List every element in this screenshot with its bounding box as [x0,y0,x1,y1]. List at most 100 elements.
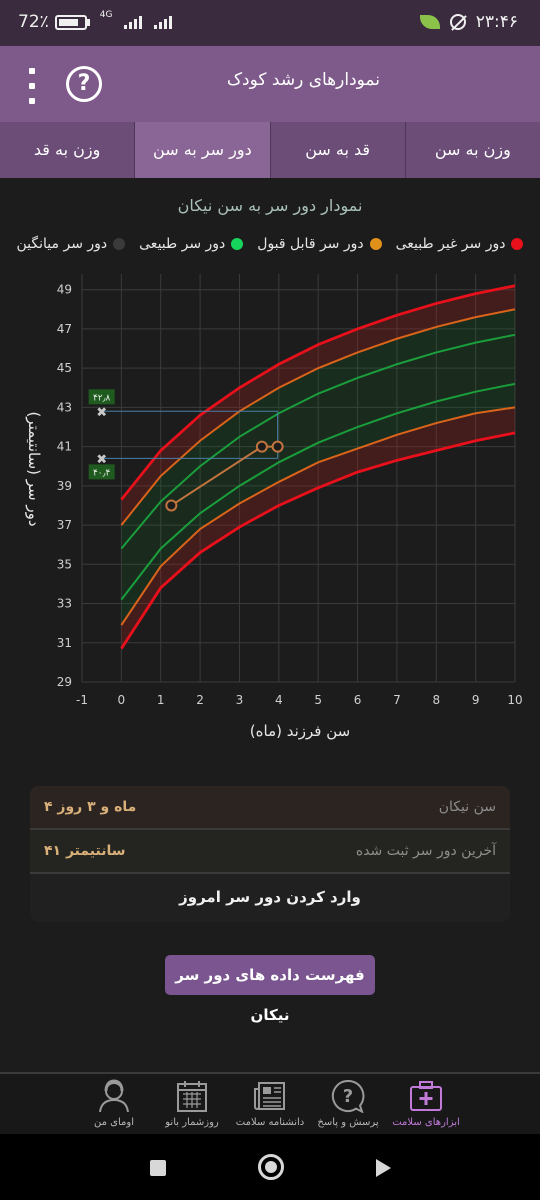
legend-dot-icon [231,238,244,250]
tab-height-age[interactable]: قد به سن [269,122,405,178]
x-tick-label: 8 [432,693,440,707]
legend-item-abnormal[interactable]: دور سر غیر طبیعی [396,236,524,252]
info-value: ۴ ماه و ۳ روز [44,799,137,815]
percentile-band [121,407,515,649]
percentile-band [121,285,515,526]
y-tick-label: 47 [57,322,72,336]
x-tick-label: 7 [393,693,401,707]
marker-label: ۴۲٫۸ [93,393,111,403]
x-tick-label: 4 [275,693,283,707]
page-title: نمودارهای رشد کودک [226,70,380,90]
legend-label: دور سر طبیعی [139,236,226,252]
marker-cross-icon: ✖ [96,405,107,420]
info-row-age: سن نیکان ۴ ماه و ۳ روز [30,786,510,830]
y-tick-label: 45 [57,361,72,375]
recent-apps-icon[interactable] [150,1160,166,1176]
nav-label: اومای من [94,1117,134,1128]
legend-dot-icon [511,238,524,250]
percentile-line [120,431,516,650]
head-data-list-button[interactable]: فهرست داده های دور سر نیکان [165,955,375,1024]
menu-icon[interactable] [24,68,40,104]
percentile-line [120,406,516,626]
nav-label: ابزارهای سلامت [392,1117,460,1128]
back-icon[interactable] [376,1159,391,1177]
tab-weight-height[interactable]: وزن به قد [33,140,101,159]
measurement-point [165,499,178,512]
bottom-nav: ابزارهای سلامت ? پرسش و پاسخ دانشنامه سل… [0,1072,540,1134]
legend-label: دور سر قابل قبول [257,236,364,252]
medical-kit-icon [409,1079,443,1113]
legend-label: دور سر میانگین [16,236,108,252]
x-tick-label: 3 [236,693,244,707]
signal-2-icon [154,15,173,29]
enter-today-head-button[interactable]: وارد کردن دور سر امروز [179,888,361,906]
newspaper-icon [253,1079,287,1113]
nav-label: پرسش و پاسخ [317,1117,379,1128]
percentile-band [121,383,515,626]
legend-item-normal[interactable]: دور سر طبیعی [139,236,244,252]
percentile-line [120,333,516,550]
x-tick-label: 1 [157,693,165,707]
chart-tabs: وزن به سن قد به سن دور سر به سن وزن به ق… [0,122,540,178]
marker-cross-icon: ✖ [96,452,107,467]
legend-item-acceptable[interactable]: دور سر قابل قبول [257,236,382,252]
svg-text:?: ? [343,1086,353,1107]
status-bar: 72٪ 4G ۲۳:۴۶ [0,0,540,46]
status-time: ۲۳:۴۶ [475,12,518,32]
info-row-last-head: آخرین دور سر ثبت شده ۴۱ سانتیمتر [30,830,510,874]
growth-chart[interactable]: -1 0 1 2 3 4 5 6 7 8 9 102931333537394143454749✖۴۲٫… [0,262,540,762]
battery-icon [54,14,87,30]
nav-encyclopedia[interactable]: دانشنامه سلامت [231,1074,309,1134]
help-icon[interactable]: ? [66,66,102,102]
system-nav-bar [0,1134,540,1200]
status-left: 72٪ 4G [18,10,173,32]
legend-label: دور سر غیر طبیعی [395,236,506,252]
marker-badge [88,464,115,480]
x-tick-label: 5 [314,693,322,707]
percentile-band [121,334,515,600]
user-icon [97,1079,131,1113]
alarm-off-icon [449,14,466,30]
nav-health-tools[interactable]: ابزارهای سلامت [387,1074,465,1134]
chart-legend: دور سر غیر طبیعی دور سر قابل قبول دور سر… [0,236,540,252]
x-tick-label: 9 [472,693,480,707]
x-axis-title: سن فرزند (ماه) [249,722,351,740]
x-tick-label: 2 [196,693,204,707]
y-tick-label: 49 [57,283,72,297]
percentile-line [120,382,516,601]
y-tick-label: 43 [57,400,72,414]
percentile-line [120,284,516,501]
info-card: سن نیکان ۴ ماه و ۳ روز آخرین دور سر ثبت … [30,786,510,922]
calendar-icon [175,1079,209,1113]
info-label: آخرین دور سر ثبت شده [355,843,496,859]
x-tick-label: 10 [507,693,522,707]
status-right: ۲۳:۴۶ [419,12,518,32]
y-axis-title: دور سر (سانتیمتر) [25,411,43,527]
y-tick-label: 35 [57,557,72,571]
y-axis-title-wrap: دور سر (سانتیمتر) [4,400,54,540]
measurement-point [255,440,268,453]
y-tick-label: 29 [57,675,72,689]
legend-item-average[interactable]: دور سر میانگین [17,236,126,252]
chart-heading: نمودار دور سر به سن نیکان [177,196,363,215]
network-type: 4G [99,10,113,20]
nav-calendar[interactable]: روزشمار بانو [153,1074,231,1134]
legend-dot-icon [369,238,382,250]
x-tick-label: -1 [76,693,88,707]
nav-profile[interactable]: اومای من [75,1074,153,1134]
home-icon[interactable] [258,1154,284,1180]
y-tick-label: 33 [57,597,72,611]
x-tick-label: 0 [118,693,126,707]
tab-weight-age[interactable]: وزن به سن [404,122,540,178]
battery-tip-icon [86,18,90,26]
nav-label: روزشمار بانو [165,1117,219,1128]
question-bubble-icon: ? [331,1079,365,1113]
tab-head-age[interactable]: دور سر به سن [134,122,270,178]
battery-level: 72٪ [18,12,49,32]
nav-qa[interactable]: ? پرسش و پاسخ [309,1074,387,1134]
nav-label: دانشنامه سلامت [235,1117,305,1128]
legend-dot-icon [113,238,126,250]
info-label: سن نیکان [438,799,496,815]
app-leaf-icon [419,15,440,29]
measurement-point [271,440,284,453]
